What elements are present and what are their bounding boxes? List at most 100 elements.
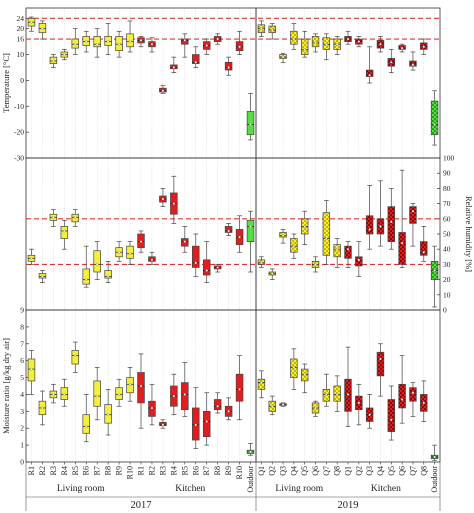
- box-mean-dot: [390, 418, 393, 422]
- box-mean-dot: [303, 225, 306, 228]
- x-category-label: Q6: [311, 466, 320, 476]
- box-mean-dot: [357, 258, 361, 262]
- box-mean-dot: [335, 393, 339, 396]
- y-tick-label: 5: [20, 373, 24, 382]
- x-category-label: Outdoor: [246, 466, 255, 493]
- box-mean-dot: [400, 46, 404, 50]
- box-mean-dot: [128, 40, 132, 43]
- box-mean-dot: [183, 393, 187, 396]
- box-body: [181, 382, 189, 410]
- box-body: [301, 38, 309, 55]
- year-label: 2017: [131, 500, 152, 511]
- box-mean-dot: [84, 40, 88, 43]
- box-mean-dot: [314, 41, 317, 45]
- box-mean-dot: [84, 425, 88, 428]
- box-body: [398, 232, 406, 265]
- box-mean-dot: [30, 257, 33, 260]
- box-mean-dot: [411, 209, 415, 213]
- box-mean-dot: [422, 45, 426, 49]
- box-body: [137, 372, 145, 404]
- box-mean-dot: [238, 235, 241, 239]
- y-tick-label: 20: [443, 275, 451, 284]
- box-body: [365, 69, 374, 77]
- x-category-label: R2: [38, 466, 47, 475]
- box-marks: [26, 16, 440, 461]
- y-tick-label: 3: [20, 407, 24, 416]
- y-tick-label: 2: [20, 424, 24, 433]
- box-mean-dot: [422, 250, 426, 254]
- box-body: [71, 350, 80, 365]
- y-tick-label: 100: [443, 154, 455, 163]
- box-mean-dot: [292, 37, 296, 41]
- y-axis-label: Temperature [°C]: [1, 53, 11, 113]
- x-category-label: R2: [147, 466, 156, 475]
- y-tick-label: 10: [17, 50, 25, 59]
- x-category-label: R5: [71, 466, 80, 475]
- box-mean-dot: [161, 423, 165, 427]
- x-category-label: R4: [169, 466, 178, 475]
- box-body: [202, 410, 211, 438]
- x-category-label: Q3: [365, 466, 374, 476]
- box-mean-dot: [238, 45, 241, 49]
- box-mean-dot: [368, 413, 371, 416]
- box-mean-dot: [172, 202, 176, 205]
- box-mean-dot: [52, 59, 55, 63]
- box-mean-dot: [379, 42, 382, 46]
- y-tick-label: 0: [20, 458, 24, 467]
- y-tick-label: 80: [443, 184, 451, 193]
- box-mean-dot: [303, 372, 306, 376]
- box-mean-dot: [281, 403, 285, 406]
- x-category-label: Q8: [333, 466, 342, 476]
- x-category-label: Q6: [398, 466, 407, 476]
- box-mean-dot: [227, 410, 230, 413]
- y-tick-label: 16: [17, 35, 25, 44]
- x-category-label: R7: [93, 466, 102, 475]
- x-category-label: Q4: [289, 466, 298, 476]
- box-mean-dot: [227, 66, 230, 69]
- box-mean-dot: [303, 48, 306, 51]
- y-tick-label: 0: [20, 76, 24, 85]
- x-category-label: R8: [213, 466, 222, 475]
- x-category-label: Q3: [279, 466, 288, 476]
- x-category-label: R1: [27, 466, 36, 475]
- box-mean-dot: [335, 247, 339, 251]
- year-label: 2019: [338, 500, 359, 511]
- box-body: [387, 206, 395, 242]
- y-tick-label: 6: [20, 356, 24, 365]
- x-category-label: R6: [191, 466, 200, 475]
- y-tick-label: 7: [20, 339, 24, 348]
- box-body: [192, 54, 200, 64]
- box-body: [420, 241, 428, 256]
- box-mean-dot: [357, 401, 361, 405]
- box-mean-dot: [368, 73, 371, 77]
- y-tick-label: -10: [14, 102, 24, 111]
- box-mean-dot: [205, 44, 208, 47]
- box-mean-dot: [325, 237, 328, 240]
- box-body: [311, 36, 320, 48]
- y-tick-label: 10: [443, 290, 451, 299]
- x-category-label: Q7: [322, 466, 331, 476]
- box-mean-dot: [128, 252, 132, 256]
- box-mean-dot: [194, 261, 198, 265]
- box-mean-dot: [52, 216, 55, 219]
- box-mean-dot: [63, 393, 66, 396]
- x-category-label: R4: [60, 466, 69, 475]
- x-category-label: Q7: [408, 466, 417, 476]
- box-mean-dot: [433, 123, 436, 126]
- box-mean-dot: [95, 263, 99, 266]
- box-mean-dot: [238, 388, 241, 391]
- x-category-label: Q1: [344, 466, 353, 476]
- box-body: [290, 30, 298, 45]
- box-mean-dot: [270, 28, 274, 32]
- box-body: [409, 387, 417, 402]
- box-body: [213, 399, 222, 410]
- box-body: [82, 414, 90, 434]
- box-mean-dot: [139, 240, 143, 243]
- box-mean-dot: [106, 413, 110, 416]
- box-mean-dot: [422, 401, 426, 405]
- box-mean-dot: [433, 455, 436, 459]
- box-mean-dot: [161, 197, 165, 201]
- x-category-label: Q4: [376, 466, 385, 476]
- box-body: [430, 100, 439, 136]
